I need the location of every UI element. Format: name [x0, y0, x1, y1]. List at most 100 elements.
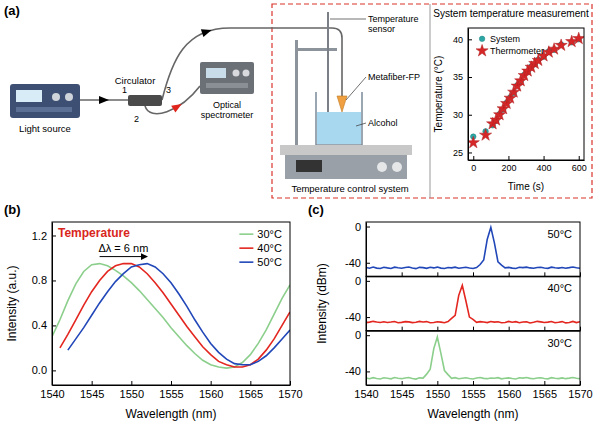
tick: [544, 272, 545, 276]
axis-line: [366, 223, 367, 277]
plot-frame: [366, 331, 580, 385]
tick: 0: [471, 156, 476, 173]
tick-label: 0.0: [32, 364, 47, 376]
legend-swatch: [239, 247, 253, 249]
axis-title: Wavelength (nm): [126, 407, 217, 421]
legend-item: 40°C: [239, 242, 282, 254]
axis-title: Intensity (dBm): [315, 263, 329, 344]
text-line: spectrometer: [201, 110, 254, 120]
tick: [473, 272, 474, 276]
tick-mark: [402, 327, 403, 331]
tick-mark: [544, 381, 545, 385]
point: [573, 32, 584, 44]
tick-mark: [473, 327, 474, 331]
tick-mark: [580, 327, 581, 331]
tick-label: 1555: [461, 388, 485, 400]
plot-data: [366, 227, 580, 268]
annotation: Temperature: [58, 226, 130, 240]
panel-label: (b): [4, 202, 21, 217]
axis-title: Wavelength (nm): [428, 407, 519, 421]
leader-line: [356, 123, 366, 126]
tick: 1555: [461, 381, 485, 400]
light-source: [10, 84, 80, 118]
tick-mark: [468, 77, 472, 78]
tick-mark: [52, 370, 56, 371]
axis-line: [366, 331, 367, 385]
tick-mark: [52, 235, 56, 236]
tick-mark: [468, 39, 472, 40]
tick: 0: [355, 329, 370, 341]
tick-mark: [171, 381, 172, 385]
stand-arm: [295, 48, 337, 51]
tick-label: 1560: [199, 388, 223, 400]
hotplate-top: [280, 145, 412, 155]
tick: 1560: [497, 381, 521, 400]
legend-item: System: [479, 34, 520, 44]
device-screen: [16, 90, 42, 102]
tick: 200: [501, 156, 516, 173]
tick-mark: [468, 152, 472, 153]
tick-mark: [52, 280, 56, 281]
tick-mark: [473, 272, 474, 276]
tick-mark: [468, 115, 472, 116]
device-knob: [233, 70, 240, 77]
legend-swatch: [239, 261, 253, 263]
series-label: 40°C: [547, 282, 572, 294]
series-label: 30°C: [547, 337, 572, 349]
line: [68, 264, 290, 365]
tick-label: 1555: [159, 388, 183, 400]
tick-label: 1570: [568, 388, 592, 400]
tick-mark: [544, 327, 545, 331]
tick: 1550: [426, 381, 450, 400]
circulator: [128, 95, 162, 106]
legend: 30°C40°C50°C: [239, 228, 282, 268]
tick-mark: [366, 281, 370, 282]
axis: 1540 1545 1550 1555 1560 1565 1570: [354, 381, 592, 400]
chart: -40050°C: [345, 221, 580, 277]
tick-label: 1540: [354, 388, 378, 400]
axis: 0.00.40.81.2: [32, 223, 56, 386]
axis-title: Time (s): [508, 181, 544, 192]
hotplate-knob: [392, 162, 402, 172]
tick: 35: [453, 72, 472, 82]
tick: 0: [355, 221, 370, 233]
axis-title: Temperature (°C): [433, 56, 444, 133]
tick-label: 0: [355, 329, 361, 341]
tick-label: 1565: [533, 388, 557, 400]
axis-line: [53, 385, 291, 386]
tick-label: 0.8: [32, 274, 47, 286]
device-label: Opticalspectrometer: [201, 100, 254, 120]
tick-label: 1560: [497, 388, 521, 400]
metafiber-tip: [337, 96, 347, 112]
axis: -400: [345, 275, 370, 331]
tick-mark: [509, 381, 510, 385]
legend-swatch: [476, 44, 488, 56]
axis-line: [468, 29, 469, 161]
tick: -40: [345, 311, 370, 323]
hotplate-display: [296, 160, 322, 172]
dashed-box: [272, 4, 592, 198]
figure: (a)(b)(c)Light sourceCirculator123Optica…: [0, 0, 600, 429]
tick-label: 1540: [40, 388, 64, 400]
tick-mark: [580, 272, 581, 276]
device-panel: [16, 107, 72, 112]
tick: 30: [453, 110, 472, 120]
hotplate-knob: [377, 162, 387, 172]
tick-mark: [402, 272, 403, 276]
tick-mark: [509, 327, 510, 331]
leader-line: [346, 77, 366, 100]
tick-label: 40: [453, 35, 463, 45]
device-knob: [243, 70, 250, 77]
setup-diagram: Light sourceCirculator123Opticalspectrom…: [10, 4, 592, 198]
tick-mark: [580, 381, 581, 385]
axis-line: [367, 385, 581, 386]
tick: 1545: [390, 381, 414, 400]
fiber-arrow: [99, 96, 109, 104]
device-screen: [206, 68, 226, 78]
tick-label: 1550: [120, 388, 144, 400]
tick-label: 0: [355, 221, 361, 233]
tick: -40: [345, 365, 370, 377]
device-label: Circulator: [115, 75, 156, 86]
tick: [544, 327, 545, 331]
port-label: 2: [134, 114, 139, 124]
